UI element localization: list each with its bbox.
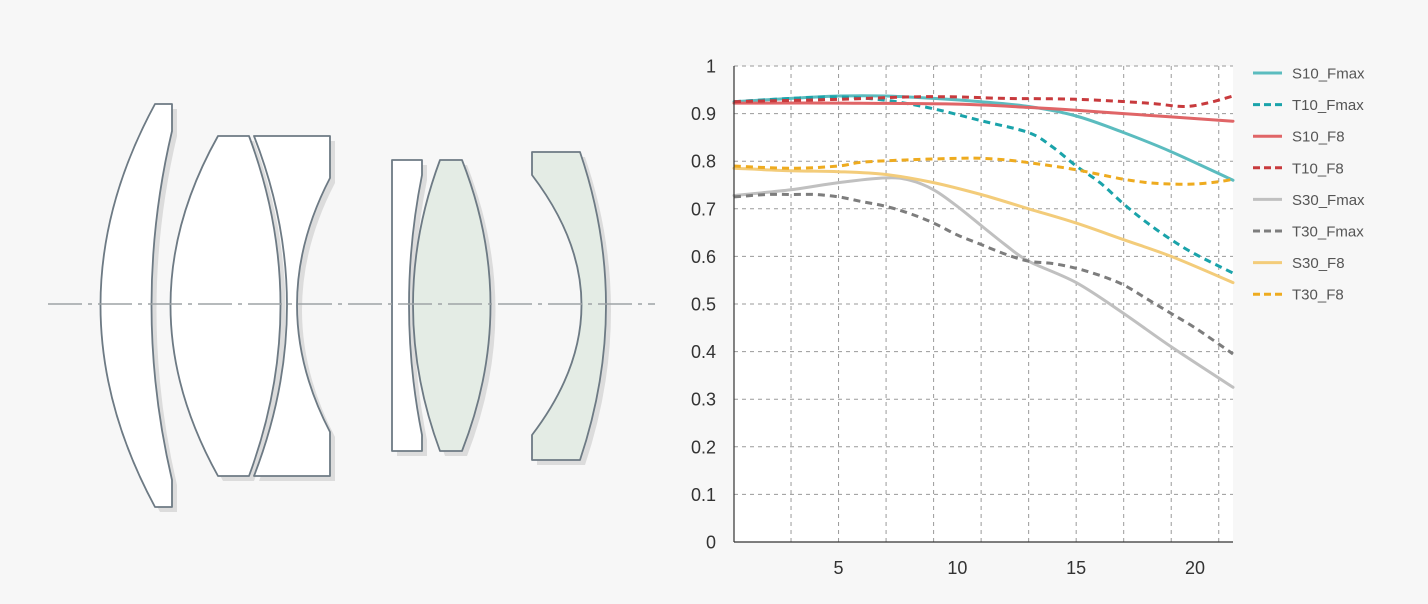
lens-element-2	[169, 135, 282, 477]
lens-element-5	[412, 159, 492, 452]
y-tick-label: 0.2	[691, 437, 716, 457]
lens-element-1	[99, 103, 173, 508]
chart-grid	[734, 65, 1233, 542]
legend-label-t10-fmax: T10_Fmax	[1292, 97, 1364, 114]
y-tick-label: 0.1	[691, 485, 716, 505]
x-tick-label: 20	[1185, 558, 1205, 578]
series-line-s10-fmax	[732, 94, 1235, 182]
legend-label-t30-fmax: T30_Fmax	[1292, 224, 1364, 241]
y-tick-label: 0.8	[691, 152, 716, 172]
y-tick-label: 0.5	[691, 295, 716, 315]
y-tick-label: 1	[706, 57, 716, 77]
x-tick-labels: 5 10 15 20	[834, 558, 1205, 578]
legend-label-s30-fmax: S30_Fmax	[1292, 192, 1365, 209]
lens-diagram	[48, 103, 655, 512]
y-tick-label: 0.7	[691, 199, 716, 219]
legend-label-s10-f8: S10_F8	[1292, 129, 1345, 146]
y-tick-label: 0.4	[691, 342, 716, 362]
legend-label-s30-f8: S30_F8	[1292, 255, 1345, 272]
mtf-chart: 0 0.1 0.2 0.3 0.4 0.5 0.6 0.7 0.8 0.9 1 5 10 15 20 S1…	[691, 57, 1365, 579]
series-line-t30-f8	[733, 156, 1234, 186]
x-tick-label: 10	[947, 558, 967, 578]
y-tick-label: 0	[706, 533, 716, 553]
series-line-t10-fmax	[733, 95, 1234, 275]
lens-element-4	[391, 159, 423, 452]
legend-label-t10-f8: T10_F8	[1292, 160, 1344, 177]
legend-label-t30-f8: T30_F8	[1292, 287, 1344, 304]
legend-label-s10-fmax: S10_Fmax	[1292, 66, 1365, 83]
y-tick-label: 0.6	[691, 247, 716, 267]
chart-series	[732, 94, 1235, 389]
lens-element-3	[253, 135, 331, 477]
series-line-s30-fmax	[732, 176, 1235, 389]
x-tick-label: 5	[834, 558, 844, 578]
series-line-s10-f8	[732, 101, 1235, 123]
lens-element-6	[531, 151, 607, 461]
series-line-t30-fmax	[733, 192, 1234, 356]
chart-legend: S10_Fmax T10_Fmax S10_F8 T10_F8 S30_Fmax T30_…	[1253, 66, 1365, 304]
y-tick-label: 0.9	[691, 104, 716, 124]
x-tick-label: 15	[1066, 558, 1086, 578]
series-line-s30-f8	[732, 166, 1235, 285]
series-line-t10-f8	[733, 94, 1234, 109]
y-tick-labels: 0 0.1 0.2 0.3 0.4 0.5 0.6 0.7 0.8 0.9 1	[691, 57, 716, 553]
y-tick-label: 0.3	[691, 390, 716, 410]
